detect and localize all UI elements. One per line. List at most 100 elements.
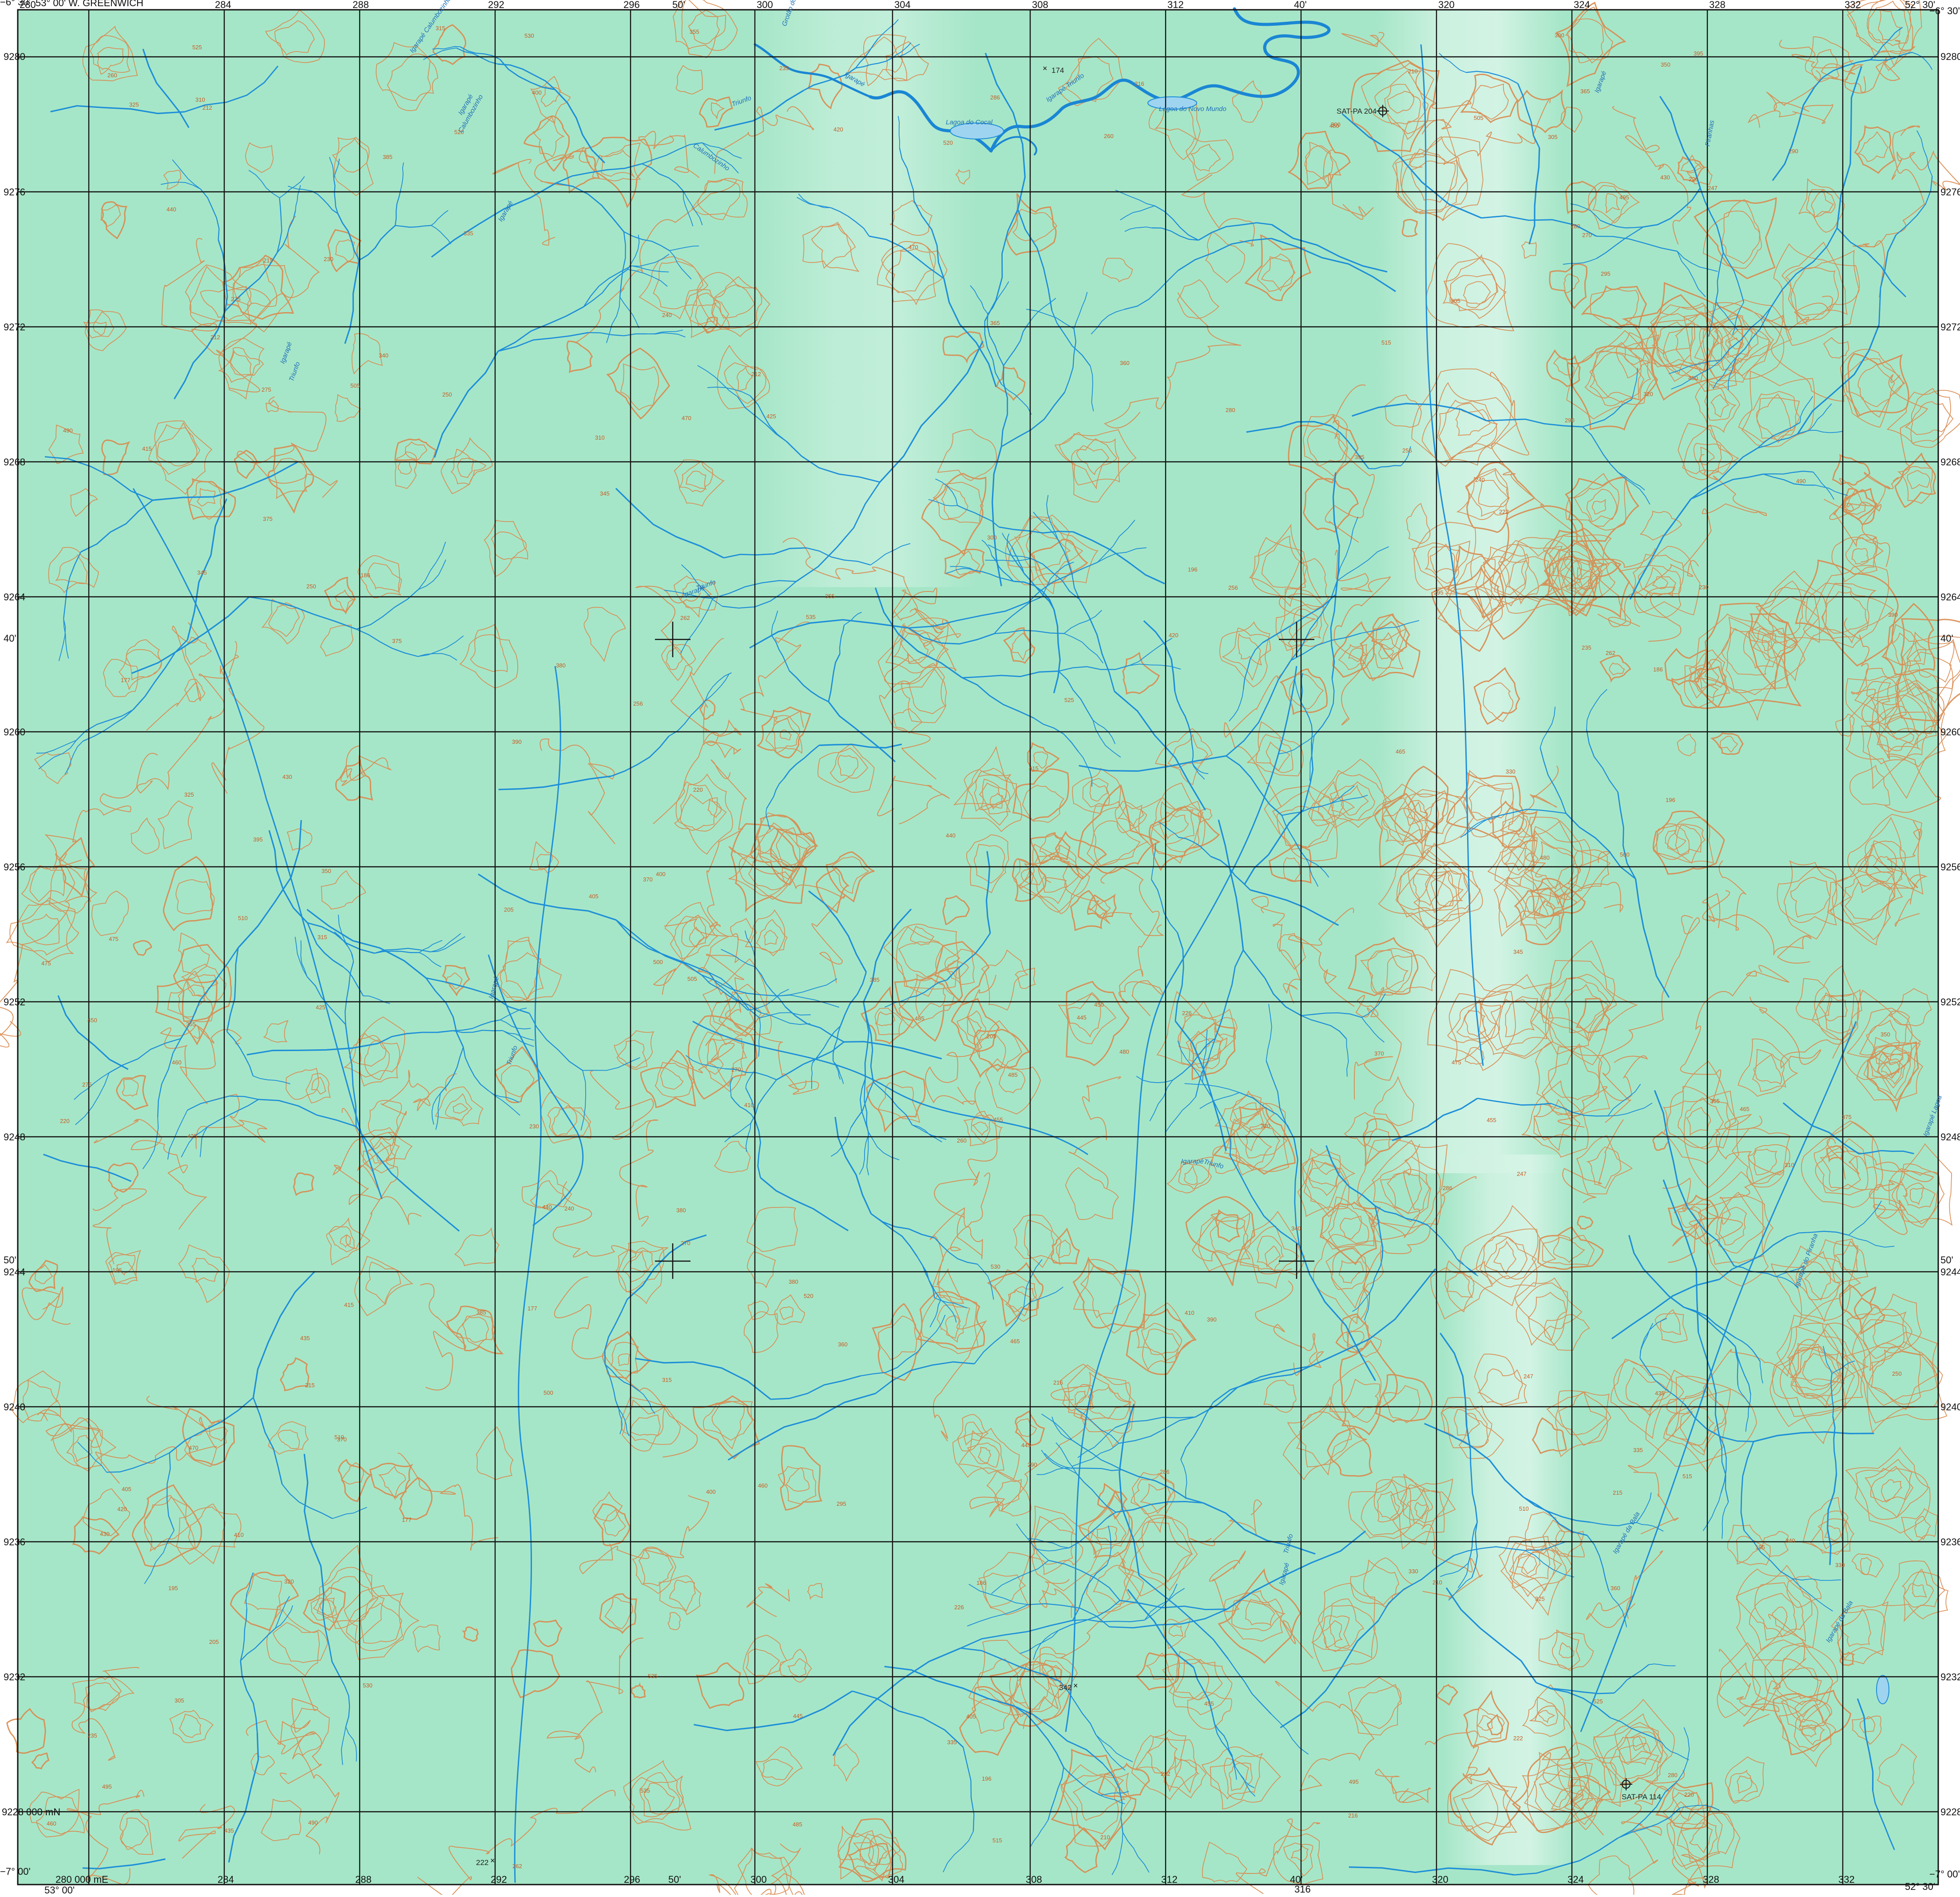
spot-elevation: 390 bbox=[1888, 611, 1898, 618]
contour-line bbox=[999, 1067, 1026, 1094]
contour-line bbox=[1329, 781, 1375, 821]
spot-elevation: 490 bbox=[1796, 478, 1806, 484]
contour-line bbox=[1820, 1150, 1861, 1190]
stream bbox=[1539, 747, 1567, 814]
stream bbox=[497, 306, 584, 352]
contour-line bbox=[1341, 784, 1369, 816]
spot-elevation: 450 bbox=[1688, 375, 1698, 381]
contour-line bbox=[1678, 1086, 1730, 1150]
stream bbox=[180, 947, 239, 1039]
spot-elevation: 235 bbox=[87, 1732, 97, 1739]
stream bbox=[1607, 1083, 1641, 1116]
contour-line bbox=[898, 941, 944, 977]
contour-line bbox=[638, 1547, 676, 1594]
contour-line bbox=[1255, 1280, 1324, 1376]
contour-line bbox=[1067, 1364, 1131, 1448]
stream bbox=[1718, 1435, 1729, 1502]
stream bbox=[1639, 1318, 1667, 1358]
stream bbox=[1582, 426, 1619, 473]
spot-elevation: 475 bbox=[41, 960, 51, 967]
contour-line bbox=[324, 576, 356, 615]
contour-line bbox=[1166, 1157, 1214, 1194]
contour-line bbox=[1791, 1346, 1839, 1391]
easting-label-top: 308 bbox=[1032, 0, 1048, 10]
easting-label-bottom: 284 bbox=[218, 1874, 234, 1885]
spot-elevation: 530 bbox=[524, 32, 534, 39]
stream bbox=[1271, 224, 1388, 273]
contour-line bbox=[1296, 1403, 1352, 1476]
contour-line bbox=[1718, 1662, 1761, 1717]
contour-line bbox=[1445, 588, 1493, 631]
contour-line bbox=[1269, 842, 1312, 884]
stream bbox=[1300, 702, 1313, 742]
contour-line bbox=[566, 341, 593, 373]
stream bbox=[1079, 755, 1226, 772]
spot-elevation: 222 bbox=[1499, 508, 1509, 515]
contour-line bbox=[1058, 992, 1117, 1044]
contour-line bbox=[1680, 1407, 1715, 1446]
contour-line bbox=[1303, 1157, 1347, 1217]
contour-line bbox=[653, 261, 703, 310]
stream bbox=[337, 213, 360, 261]
stream bbox=[1743, 1530, 1793, 1579]
stream-main bbox=[692, 1020, 1088, 1155]
stream bbox=[1587, 1535, 1609, 1591]
contour-line bbox=[1857, 363, 1895, 407]
contour-line bbox=[263, 1020, 289, 1043]
easting-label-top: 292 bbox=[488, 0, 504, 10]
contour-line bbox=[1664, 648, 1708, 686]
stream bbox=[1202, 1082, 1231, 1156]
spot-elevation: 295 bbox=[837, 1500, 846, 1507]
spot-elevation: 525 bbox=[192, 44, 202, 51]
contour-line bbox=[1548, 974, 1617, 1041]
contour-line bbox=[1232, 1102, 1260, 1125]
contour-line bbox=[44, 753, 158, 869]
contour-line bbox=[1666, 1389, 1731, 1453]
contour-line bbox=[1385, 954, 1437, 992]
contour-line bbox=[1374, 70, 1428, 140]
contour-line bbox=[1520, 896, 1560, 941]
contour-line bbox=[91, 890, 129, 937]
contour-line bbox=[1645, 1369, 1757, 1467]
stream bbox=[860, 1078, 869, 1132]
contour-line bbox=[529, 841, 559, 873]
stream bbox=[1313, 679, 1335, 736]
spot-elevation: 495 bbox=[1349, 1778, 1359, 1785]
spot-elevation: 350 bbox=[321, 868, 331, 874]
contour-line bbox=[1442, 254, 1507, 319]
contour-line bbox=[1305, 145, 1333, 180]
stream bbox=[1683, 1306, 1736, 1347]
contour-line bbox=[1601, 915, 1700, 1123]
spot-elevation: 300 bbox=[1331, 121, 1341, 128]
stream bbox=[394, 189, 401, 226]
stream bbox=[1076, 1473, 1116, 1513]
easting-label-bottom: 40' bbox=[1290, 1874, 1303, 1885]
contour-line bbox=[1541, 1045, 1603, 1115]
contour-line bbox=[1718, 1206, 1747, 1246]
contour-line bbox=[1333, 549, 1391, 726]
contour-line bbox=[1190, 1499, 1262, 1546]
contour-line bbox=[1551, 1775, 1600, 1830]
contour-line bbox=[620, 363, 659, 411]
contour-line bbox=[1784, 860, 1851, 940]
stream bbox=[1848, 1200, 1882, 1236]
contour-line bbox=[1377, 1491, 1400, 1520]
contour-line bbox=[95, 1395, 217, 1484]
contour-line bbox=[698, 1031, 745, 1092]
stream bbox=[962, 677, 1034, 719]
stream bbox=[647, 329, 683, 334]
stream bbox=[1722, 1501, 1729, 1539]
contour-line bbox=[1465, 468, 1509, 517]
corner-bottom-left-long: 53° 00' bbox=[44, 1885, 75, 1895]
spot-elevation: 325 bbox=[1535, 1595, 1545, 1602]
spot-elevation: 370 bbox=[643, 876, 653, 883]
corner-top-right-lat: −6° 30' bbox=[1929, 5, 1960, 16]
contour-line bbox=[1317, 1605, 1376, 1659]
contour-line bbox=[756, 1746, 803, 1786]
stream bbox=[252, 1270, 316, 1398]
contour-line bbox=[1501, 765, 1559, 878]
contour-line bbox=[1568, 567, 1597, 591]
contour-line bbox=[1381, 807, 1415, 846]
stream bbox=[502, 1030, 534, 1041]
contour-line bbox=[737, 1847, 792, 1897]
